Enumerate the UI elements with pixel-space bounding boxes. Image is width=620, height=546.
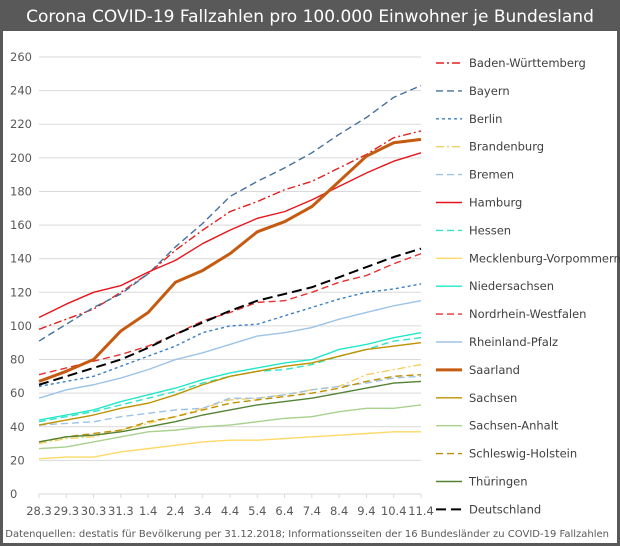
legend-label: Brandenburg (469, 140, 544, 154)
y-tick-label: 260 (10, 50, 32, 64)
x-tick-label: 6.4 (275, 504, 293, 518)
series-line-sachsen (38, 342, 422, 426)
x-tick-label: 1.4 (139, 504, 157, 518)
legend-label: Saarland (469, 363, 520, 377)
x-tick-label: 7.4 (303, 504, 321, 518)
legend-label: Mecklenburg-Vorpommern (469, 251, 620, 265)
legend-label: Baden-Württemberg (469, 56, 586, 70)
x-tick-label: 4.4 (221, 504, 239, 518)
legend-label: Schleswig-Holstein (469, 447, 577, 461)
legend-label: Bremen (469, 168, 514, 182)
y-tick-label: 60 (10, 386, 25, 400)
legend-label: Sachsen-Anhalt (469, 419, 559, 433)
y-tick-label: 240 (10, 84, 32, 98)
y-tick-label: 0 (10, 487, 17, 501)
legend-label: Berlin (469, 112, 502, 126)
x-tick-label: 28.3 (26, 504, 52, 518)
series-line-berlin (38, 283, 422, 388)
series-line-deutschland (38, 247, 422, 386)
series-line-bayern (38, 84, 422, 342)
y-tick-label: 140 (10, 252, 32, 266)
x-tick-label: 31.3 (108, 504, 134, 518)
series-line-schleswig-holstein (38, 373, 422, 443)
legend-label: Sachsen (469, 391, 517, 405)
x-tick-label: 11.4 (408, 504, 434, 518)
x-tick-label: 29.3 (53, 504, 79, 518)
legend-label: Nordrhein-Westfalen (469, 307, 586, 321)
y-tick-label: 80 (10, 353, 25, 367)
series-line-th-ringen (38, 380, 422, 443)
y-tick-label: 220 (10, 117, 32, 131)
series-line-saarland (38, 137, 422, 383)
x-tick-label: 3.4 (194, 504, 212, 518)
y-tick-label: 160 (10, 218, 32, 232)
legend-label: Niedersachsen (469, 279, 554, 293)
series-line-sachsen-anhalt (38, 404, 422, 450)
y-tick-label: 40 (10, 420, 25, 434)
legend-label: Thüringen (468, 475, 527, 489)
legend-label: Hessen (469, 223, 511, 237)
legend-label: Deutschland (469, 502, 541, 516)
y-tick-label: 200 (10, 151, 32, 165)
series-line-rheinland-pfalz (38, 300, 422, 399)
series-line-nordrhein-westfalen (38, 252, 422, 376)
series-line-niedersachsen (38, 331, 422, 421)
series-line-mecklenburg-vorpommern (38, 431, 421, 460)
x-tick-label: 8.4 (330, 504, 348, 518)
y-tick-label: 120 (10, 285, 32, 299)
legend-label: Bayern (469, 84, 510, 98)
chart-title: Corona COVID-19 Fallzahlen pro 100.000 E… (3, 3, 617, 31)
legend-label: Rheinland-Pfalz (469, 335, 558, 349)
x-tick-label: 30.3 (81, 504, 107, 518)
x-tick-label: 5.4 (248, 504, 266, 518)
y-tick-label: 100 (10, 319, 32, 333)
source-note: Datenquellen: destatis für Bevölkerung p… (5, 529, 609, 540)
x-tick-label: 9.4 (357, 504, 375, 518)
y-tick-label: 20 (10, 453, 25, 467)
y-tick-label: 180 (10, 184, 32, 198)
x-tick-label: 10.4 (381, 504, 407, 518)
series-line-baden-w-rttemberg (38, 130, 422, 330)
x-tick-label: 2.4 (166, 504, 184, 518)
series-line-hamburg (38, 152, 422, 319)
legend-label: Hamburg (469, 196, 522, 210)
